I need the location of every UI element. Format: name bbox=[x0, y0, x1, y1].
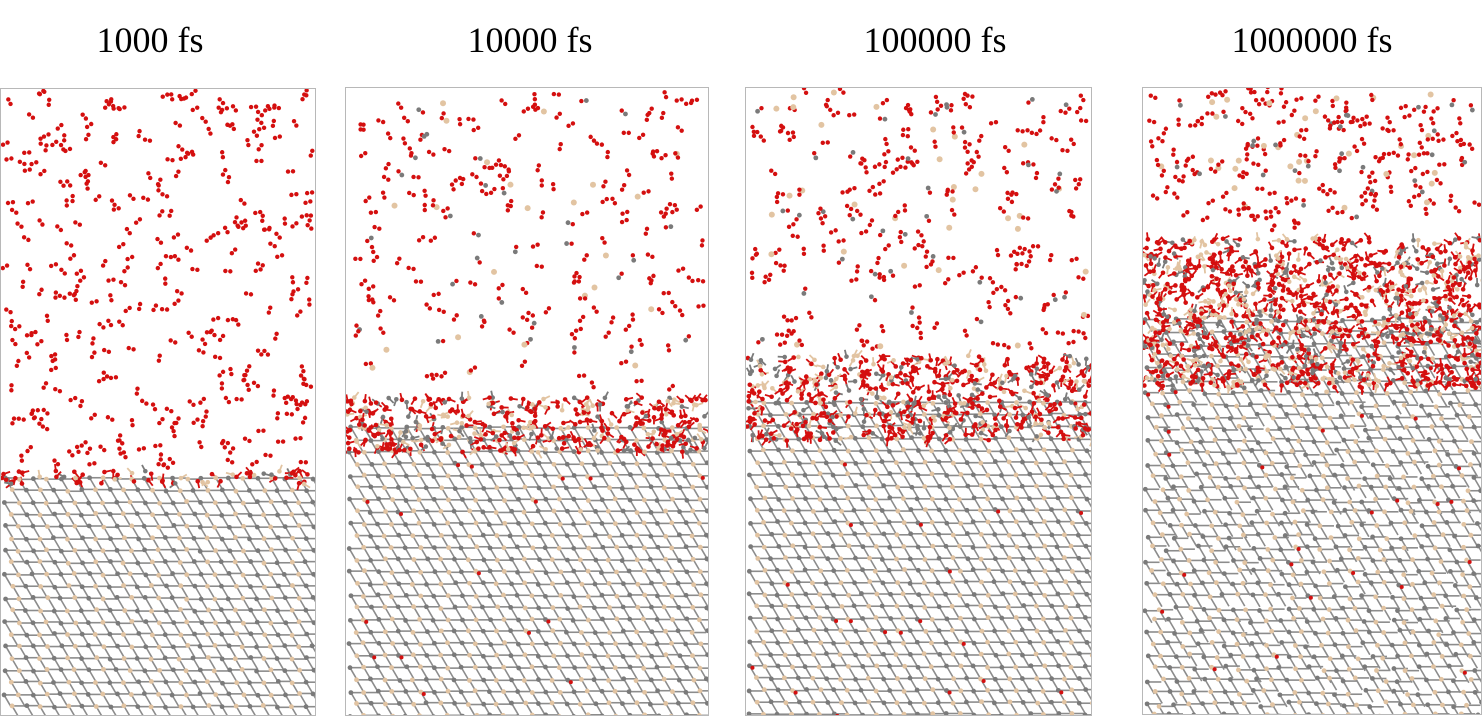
simulation-snapshot-2 bbox=[346, 90, 708, 715]
panel-3 bbox=[745, 87, 1092, 716]
panel-title-4: 1000000 fs bbox=[1231, 20, 1393, 60]
panel-title-3: 100000 fs bbox=[863, 20, 1007, 60]
panel-title-2: 10000 fs bbox=[467, 20, 593, 60]
panel-2 bbox=[345, 87, 709, 716]
panel-title-1: 1000 fs bbox=[96, 20, 204, 60]
panel-1 bbox=[0, 88, 316, 716]
simulation-snapshot-3 bbox=[746, 88, 1091, 715]
simulation-snapshot-1 bbox=[1, 89, 315, 715]
simulation-snapshot-4 bbox=[1143, 88, 1481, 714]
panel-4 bbox=[1142, 87, 1482, 715]
